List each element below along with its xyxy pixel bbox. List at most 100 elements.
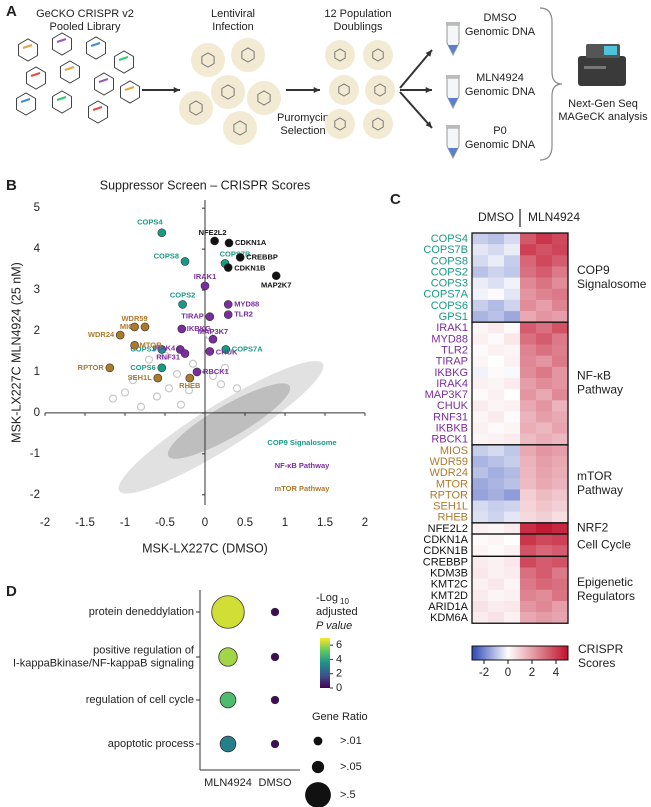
- colorbar-tick-label: 0: [336, 682, 342, 694]
- heat-cell: [552, 333, 569, 345]
- heat-cell: [472, 400, 489, 412]
- label: Infection: [212, 21, 254, 33]
- point-label: RNF31: [156, 353, 180, 362]
- heat-cell: [552, 288, 569, 301]
- brace: [539, 7, 563, 161]
- heat-cell: [520, 299, 537, 312]
- data-point: [208, 334, 218, 344]
- cell-icon: [241, 47, 255, 63]
- heat-cell: [488, 534, 505, 546]
- heat-cell: [536, 489, 553, 501]
- heat-cell: [472, 366, 489, 379]
- heat-cell: [504, 244, 521, 256]
- heat-cell: [552, 322, 569, 334]
- heat-cell: [488, 244, 505, 256]
- cell: [325, 109, 355, 139]
- arrow-head: [425, 86, 432, 94]
- sgrna: [30, 72, 41, 77]
- sgrna: [20, 98, 31, 103]
- heat-cell: [552, 411, 569, 423]
- point-label: CDKN1A: [235, 238, 267, 247]
- x-tick-label: DMSO: [259, 777, 292, 789]
- heat-cell: [472, 600, 489, 613]
- row-label: WDR59: [429, 456, 468, 468]
- tube-liquid: [448, 45, 458, 54]
- row-label: RPTOR: [430, 489, 468, 501]
- data-point: [128, 376, 138, 385]
- point-label: RBCK1: [203, 367, 229, 376]
- label: P0: [493, 125, 506, 137]
- size-legend-mark: [305, 782, 331, 807]
- heat-cell: [520, 600, 537, 613]
- x-tick-label: 0: [202, 517, 208, 529]
- x-tick-label: 1: [282, 517, 288, 529]
- label: Genomic DNA: [465, 86, 536, 98]
- point-label: MAP3K7: [198, 327, 228, 336]
- heat-cell: [552, 311, 569, 323]
- heat-cell: [536, 500, 553, 513]
- arrow-head: [313, 86, 320, 94]
- data-point: [232, 384, 242, 393]
- cell-icon: [18, 38, 38, 62]
- heat-cell: [472, 567, 489, 579]
- point-label: COPS6: [130, 363, 155, 372]
- heat-cell: [504, 400, 521, 412]
- panel-label: D: [6, 583, 17, 600]
- cell: [325, 40, 355, 70]
- point-label: WDR59: [121, 314, 147, 323]
- heat-cell: [536, 444, 553, 457]
- point-label: MYD88: [234, 299, 259, 308]
- heat-cell: [520, 522, 537, 535]
- group-label: Signalosome: [577, 277, 647, 291]
- x-axis-label: MSK-LX227C (DMSO): [142, 541, 268, 555]
- heat-cell: [472, 478, 489, 490]
- cell: [223, 111, 257, 145]
- heat-cell: [520, 534, 537, 546]
- colorbar-tick-label: 0: [505, 667, 511, 679]
- heat-cell: [472, 522, 489, 535]
- heat-cell: [472, 545, 489, 557]
- row-label: CREBBP: [423, 556, 468, 568]
- legend-title: P value: [316, 620, 352, 632]
- cell: [329, 75, 359, 105]
- data-point: [157, 345, 167, 354]
- heat-cell: [504, 444, 521, 457]
- heat-cell: [520, 366, 537, 379]
- data-point: [205, 312, 215, 321]
- legend-title: 10: [340, 597, 349, 606]
- colorbar-tick-label: 4: [336, 653, 342, 665]
- heat-cell: [472, 411, 489, 423]
- data-point: [210, 236, 219, 246]
- heat-cell: [472, 534, 489, 546]
- heat-cell: [520, 422, 537, 434]
- heat-cell: [520, 255, 537, 267]
- heat-cell: [488, 322, 505, 334]
- heat-cell: [504, 534, 521, 546]
- data-point: [180, 257, 190, 266]
- sgrna: [56, 96, 67, 101]
- cell: [365, 75, 395, 105]
- row-label: COPS2: [431, 266, 468, 278]
- heat-cell: [472, 433, 489, 446]
- heat-cell: [504, 456, 521, 468]
- group-label: Epigenetic: [577, 575, 633, 589]
- heat-cell: [552, 400, 569, 412]
- data-point: [144, 355, 154, 364]
- heat-cell: [520, 589, 537, 602]
- cell-icon: [60, 60, 80, 84]
- heat-cell: [472, 456, 489, 468]
- sgrna: [56, 38, 67, 43]
- data-point: [223, 263, 233, 272]
- y-tick-label: 0: [34, 407, 40, 419]
- row-label: IKBKG: [434, 367, 468, 379]
- bubble: [270, 652, 280, 662]
- heat-cell: [504, 545, 521, 557]
- data-point: [172, 369, 182, 379]
- row-label: MAP3K7: [425, 389, 468, 401]
- cell-icon: [120, 80, 140, 104]
- heat-cell: [488, 333, 505, 345]
- heat-cell: [536, 366, 553, 379]
- row-label: SEH1L: [433, 501, 468, 513]
- y-axis-label: MSK-LX227C MLN4924 (25 nM): [9, 262, 23, 443]
- label: Pooled Library: [50, 21, 121, 33]
